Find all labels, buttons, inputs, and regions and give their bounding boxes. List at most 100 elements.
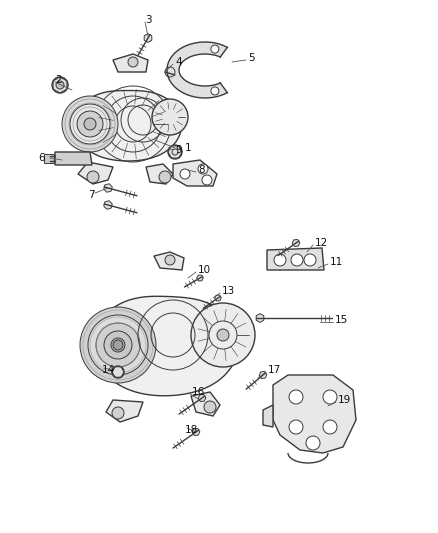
- Circle shape: [289, 420, 303, 434]
- Text: 15: 15: [335, 315, 348, 325]
- Polygon shape: [168, 72, 180, 78]
- Polygon shape: [173, 160, 217, 186]
- Circle shape: [323, 420, 337, 434]
- Circle shape: [165, 67, 175, 77]
- Circle shape: [304, 254, 316, 266]
- Circle shape: [112, 407, 124, 419]
- Polygon shape: [187, 84, 195, 96]
- Polygon shape: [167, 71, 180, 75]
- Polygon shape: [170, 56, 182, 64]
- Polygon shape: [174, 79, 186, 88]
- Circle shape: [62, 96, 118, 152]
- Text: 18: 18: [185, 425, 198, 435]
- Polygon shape: [263, 405, 273, 427]
- Circle shape: [128, 57, 138, 67]
- Polygon shape: [177, 49, 188, 59]
- Polygon shape: [218, 46, 227, 57]
- Polygon shape: [172, 78, 184, 86]
- Circle shape: [77, 111, 103, 137]
- Circle shape: [306, 436, 320, 450]
- Polygon shape: [172, 54, 184, 62]
- Circle shape: [191, 303, 255, 367]
- Text: 3: 3: [145, 15, 152, 25]
- Polygon shape: [44, 154, 54, 163]
- Circle shape: [217, 329, 229, 341]
- Polygon shape: [168, 62, 180, 67]
- Circle shape: [198, 164, 208, 174]
- Polygon shape: [215, 44, 224, 56]
- Polygon shape: [180, 82, 190, 93]
- Circle shape: [52, 77, 68, 93]
- Text: 7: 7: [88, 190, 95, 200]
- Text: 10: 10: [198, 265, 211, 275]
- Text: 8: 8: [198, 165, 205, 175]
- Polygon shape: [210, 85, 216, 98]
- Polygon shape: [199, 86, 204, 98]
- Polygon shape: [256, 313, 264, 322]
- Circle shape: [104, 331, 132, 359]
- Circle shape: [84, 118, 96, 130]
- Polygon shape: [74, 91, 182, 161]
- Circle shape: [113, 340, 123, 350]
- Polygon shape: [197, 275, 203, 281]
- Polygon shape: [203, 42, 208, 54]
- Circle shape: [291, 254, 303, 266]
- Text: 1: 1: [185, 143, 192, 153]
- Polygon shape: [212, 85, 220, 97]
- Polygon shape: [207, 86, 212, 98]
- Circle shape: [112, 366, 124, 378]
- Circle shape: [80, 307, 156, 383]
- Polygon shape: [210, 43, 216, 55]
- Polygon shape: [212, 43, 220, 55]
- Text: 17: 17: [268, 365, 281, 375]
- Polygon shape: [78, 162, 113, 184]
- Polygon shape: [273, 375, 356, 453]
- Polygon shape: [94, 296, 238, 396]
- Circle shape: [88, 315, 148, 375]
- Text: 9: 9: [175, 145, 182, 155]
- Text: 14: 14: [102, 365, 115, 375]
- Polygon shape: [170, 76, 182, 84]
- Circle shape: [274, 254, 286, 266]
- Polygon shape: [106, 400, 143, 422]
- Polygon shape: [191, 392, 220, 416]
- Polygon shape: [199, 42, 204, 54]
- Polygon shape: [192, 429, 200, 435]
- Circle shape: [56, 81, 64, 89]
- Circle shape: [202, 175, 212, 185]
- Text: 5: 5: [248, 53, 254, 63]
- Polygon shape: [154, 252, 184, 270]
- Text: 13: 13: [222, 286, 235, 296]
- Polygon shape: [215, 295, 221, 301]
- Polygon shape: [195, 85, 201, 98]
- Polygon shape: [203, 86, 208, 98]
- Circle shape: [289, 390, 303, 404]
- Text: 16: 16: [192, 387, 205, 397]
- Polygon shape: [177, 80, 188, 91]
- Polygon shape: [259, 372, 267, 378]
- Polygon shape: [144, 34, 152, 43]
- Circle shape: [204, 401, 216, 413]
- Polygon shape: [169, 59, 181, 66]
- Polygon shape: [104, 201, 112, 209]
- Circle shape: [211, 45, 219, 53]
- Circle shape: [70, 104, 110, 144]
- Polygon shape: [55, 152, 92, 165]
- Circle shape: [87, 171, 99, 183]
- Text: 11: 11: [330, 257, 343, 267]
- Polygon shape: [169, 75, 181, 81]
- Polygon shape: [167, 65, 180, 69]
- Polygon shape: [198, 394, 206, 401]
- Circle shape: [96, 323, 140, 367]
- Circle shape: [180, 169, 190, 179]
- Polygon shape: [292, 239, 300, 246]
- Circle shape: [111, 338, 125, 352]
- Text: 19: 19: [338, 395, 351, 405]
- Circle shape: [159, 171, 171, 183]
- Polygon shape: [191, 85, 198, 97]
- Polygon shape: [104, 184, 112, 192]
- Polygon shape: [180, 47, 190, 58]
- Text: 6: 6: [38, 153, 45, 163]
- Text: 2: 2: [55, 75, 62, 85]
- Circle shape: [211, 87, 219, 95]
